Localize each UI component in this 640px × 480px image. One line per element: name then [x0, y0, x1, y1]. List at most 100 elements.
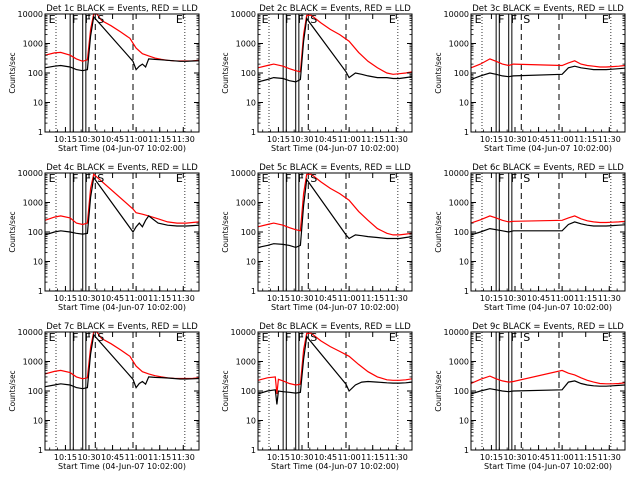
x-axis-label: Start Time (04-Jun-07 10:02:00) [484, 144, 612, 153]
x-tick-label: 10:15 [54, 294, 77, 303]
x-tick-label: 11:30 [598, 135, 621, 144]
y-tick-label: 10 [33, 417, 43, 426]
x-tick-label: 10:15 [480, 294, 503, 303]
x-tick-label: 10:45 [527, 135, 550, 144]
event-marker-label: F [285, 13, 291, 26]
y-tick-label: 10000 [444, 169, 469, 178]
series-line-lld [470, 215, 626, 224]
event-marker-label: F [511, 331, 517, 344]
event-marker-label: F [511, 13, 517, 26]
event-marker-label: E [389, 13, 396, 26]
plot-frame [470, 172, 626, 292]
y-tick-label: 1 [464, 287, 469, 296]
y-tick-label: 10000 [231, 169, 256, 178]
x-axis-label: Start Time (04-Jun-07 10:02:00) [58, 303, 186, 312]
series-line-lld [470, 58, 626, 69]
y-tick-label: 10 [33, 258, 43, 267]
y-tick-label: 10000 [18, 10, 43, 19]
event-marker-label: S [97, 331, 104, 344]
y-axis-label: Counts/sec [221, 370, 230, 411]
y-tick-label: 100 [28, 387, 43, 396]
event-marker-label: S [97, 13, 104, 26]
event-marker-label: F [72, 172, 78, 185]
y-tick-label: 100 [454, 228, 469, 237]
x-tick-label: 10:30 [77, 453, 100, 462]
y-tick-label: 1 [464, 128, 469, 137]
panel-title: Det 9c BLACK = Events, RED = LLD [472, 322, 624, 332]
event-marker-label: S [310, 172, 317, 185]
x-tick-label: 10:15 [267, 453, 290, 462]
x-tick-label: 10:45 [314, 453, 337, 462]
y-tick-label: 100 [241, 387, 256, 396]
x-tick-label: 10:45 [101, 453, 124, 462]
series-line-lld [44, 173, 200, 226]
event-marker-label: F [85, 13, 91, 26]
x-tick-label: 11:00 [125, 135, 148, 144]
event-marker-label: S [310, 13, 317, 26]
series-line-events [44, 176, 200, 236]
event-marker-label: S [523, 13, 530, 26]
event-marker-label: S [523, 331, 530, 344]
event-marker-label: F [85, 172, 91, 185]
y-tick-label: 10000 [444, 10, 469, 19]
x-tick-label: 10:30 [77, 135, 100, 144]
y-axis-label: Counts/sec [221, 211, 230, 252]
y-axis-label: Counts/sec [8, 211, 17, 252]
plot-frame [44, 331, 200, 451]
y-tick-label: 10 [33, 99, 43, 108]
x-tick-label: 10:45 [527, 453, 550, 462]
y-axis-label: Counts/sec [434, 370, 443, 411]
x-tick-label: 11:30 [385, 294, 408, 303]
x-axis-label: Start Time (04-Jun-07 10:02:00) [484, 303, 612, 312]
event-marker-label: S [97, 172, 104, 185]
y-tick-label: 1 [251, 287, 256, 296]
panel-title: Det 1c BLACK = Events, RED = LLD [46, 4, 198, 14]
series-line-events [470, 380, 626, 395]
y-tick-label: 1000 [449, 358, 469, 367]
x-tick-label: 11:00 [125, 294, 148, 303]
event-marker-label: F [72, 13, 78, 26]
x-tick-label: 10:30 [77, 294, 100, 303]
x-tick-label: 11:15 [574, 453, 597, 462]
y-axis-label: Counts/sec [434, 211, 443, 252]
y-tick-label: 1 [251, 128, 256, 137]
event-marker-label: E [389, 331, 396, 344]
event-marker-label: F [498, 172, 504, 185]
y-tick-label: 100 [241, 69, 256, 78]
x-tick-label: 11:00 [551, 453, 574, 462]
event-marker-label: F [511, 172, 517, 185]
event-marker-label: E [49, 331, 56, 344]
plot-frame [44, 13, 200, 133]
panel-title: Det 5c BLACK = Events, RED = LLD [259, 163, 411, 173]
x-tick-label: 10:45 [527, 294, 550, 303]
event-marker-label: F [498, 13, 504, 26]
y-tick-label: 10 [246, 258, 256, 267]
y-tick-label: 1000 [23, 199, 43, 208]
series-line-events [257, 17, 413, 83]
y-tick-label: 1000 [236, 358, 256, 367]
y-tick-label: 1 [464, 446, 469, 455]
x-tick-label: 11:30 [172, 453, 195, 462]
x-tick-label: 10:30 [503, 453, 526, 462]
event-marker-label: E [389, 172, 396, 185]
series-line-events [44, 15, 200, 72]
y-tick-label: 100 [28, 69, 43, 78]
event-marker-label: E [602, 13, 609, 26]
y-tick-label: 100 [454, 387, 469, 396]
x-tick-label: 10:30 [290, 453, 313, 462]
y-tick-label: 1000 [236, 199, 256, 208]
y-tick-label: 100 [241, 228, 256, 237]
event-marker-label: S [310, 331, 317, 344]
series-line-lld [257, 332, 413, 394]
x-tick-label: 11:15 [361, 294, 384, 303]
x-axis-label: Start Time (04-Jun-07 10:02:00) [271, 303, 399, 312]
y-tick-label: 100 [28, 228, 43, 237]
x-tick-label: 10:30 [503, 294, 526, 303]
panel-title: Det 2c BLACK = Events, RED = LLD [259, 4, 411, 14]
x-tick-label: 11:00 [551, 294, 574, 303]
series-line-events [44, 333, 200, 390]
